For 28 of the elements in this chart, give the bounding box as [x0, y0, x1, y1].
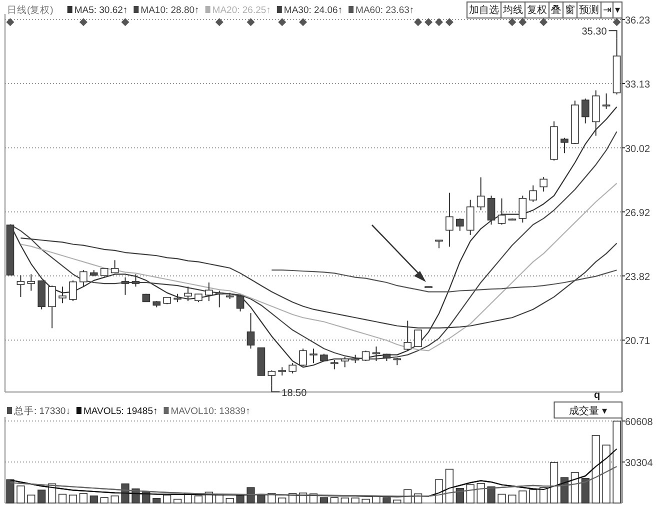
text: ▾ — [615, 5, 620, 16]
annotation: 35.30 — [582, 26, 608, 38]
y-tick-label: 30.02 — [625, 144, 650, 155]
text: 均线 — [502, 4, 523, 16]
annotation: q — [594, 390, 600, 401]
y-tick-label: 30304 — [625, 458, 654, 469]
legend-label: MA30: 24.06↑ — [284, 5, 343, 16]
y-tick-label: 36.23 — [625, 15, 650, 26]
legend-label: MA20: 26.25↑ — [212, 5, 271, 16]
legend-label: 总手: 17330↓ — [13, 405, 70, 417]
legend-label: MAVOL5: 19485↑ — [83, 406, 158, 417]
y-tick-label: 26.92 — [625, 208, 650, 219]
text: 加自选 — [469, 4, 499, 16]
text: 成交量 ▾ — [569, 405, 607, 417]
y-tick-label: 23.82 — [625, 272, 650, 283]
text: 叠 — [551, 5, 561, 16]
y-tick-label: 33.13 — [625, 80, 650, 90]
legend-label: MAVOL10: 13839↑ — [170, 406, 250, 417]
legend-label: MA60: 23.63↑ — [356, 5, 414, 16]
chart-title: 日线(复权) — [7, 4, 54, 16]
text: 预测 — [579, 4, 599, 16]
text: ⇥ — [603, 5, 611, 16]
legend-label: MA10: 28.80↑ — [140, 5, 200, 16]
text: 窗 — [565, 4, 575, 16]
legend-label: MA5: 30.62↑ — [74, 5, 128, 16]
text: 复权 — [527, 4, 547, 16]
y-tick-label: 20.71 — [625, 336, 650, 348]
y-tick-label: 60608 — [625, 417, 654, 428]
